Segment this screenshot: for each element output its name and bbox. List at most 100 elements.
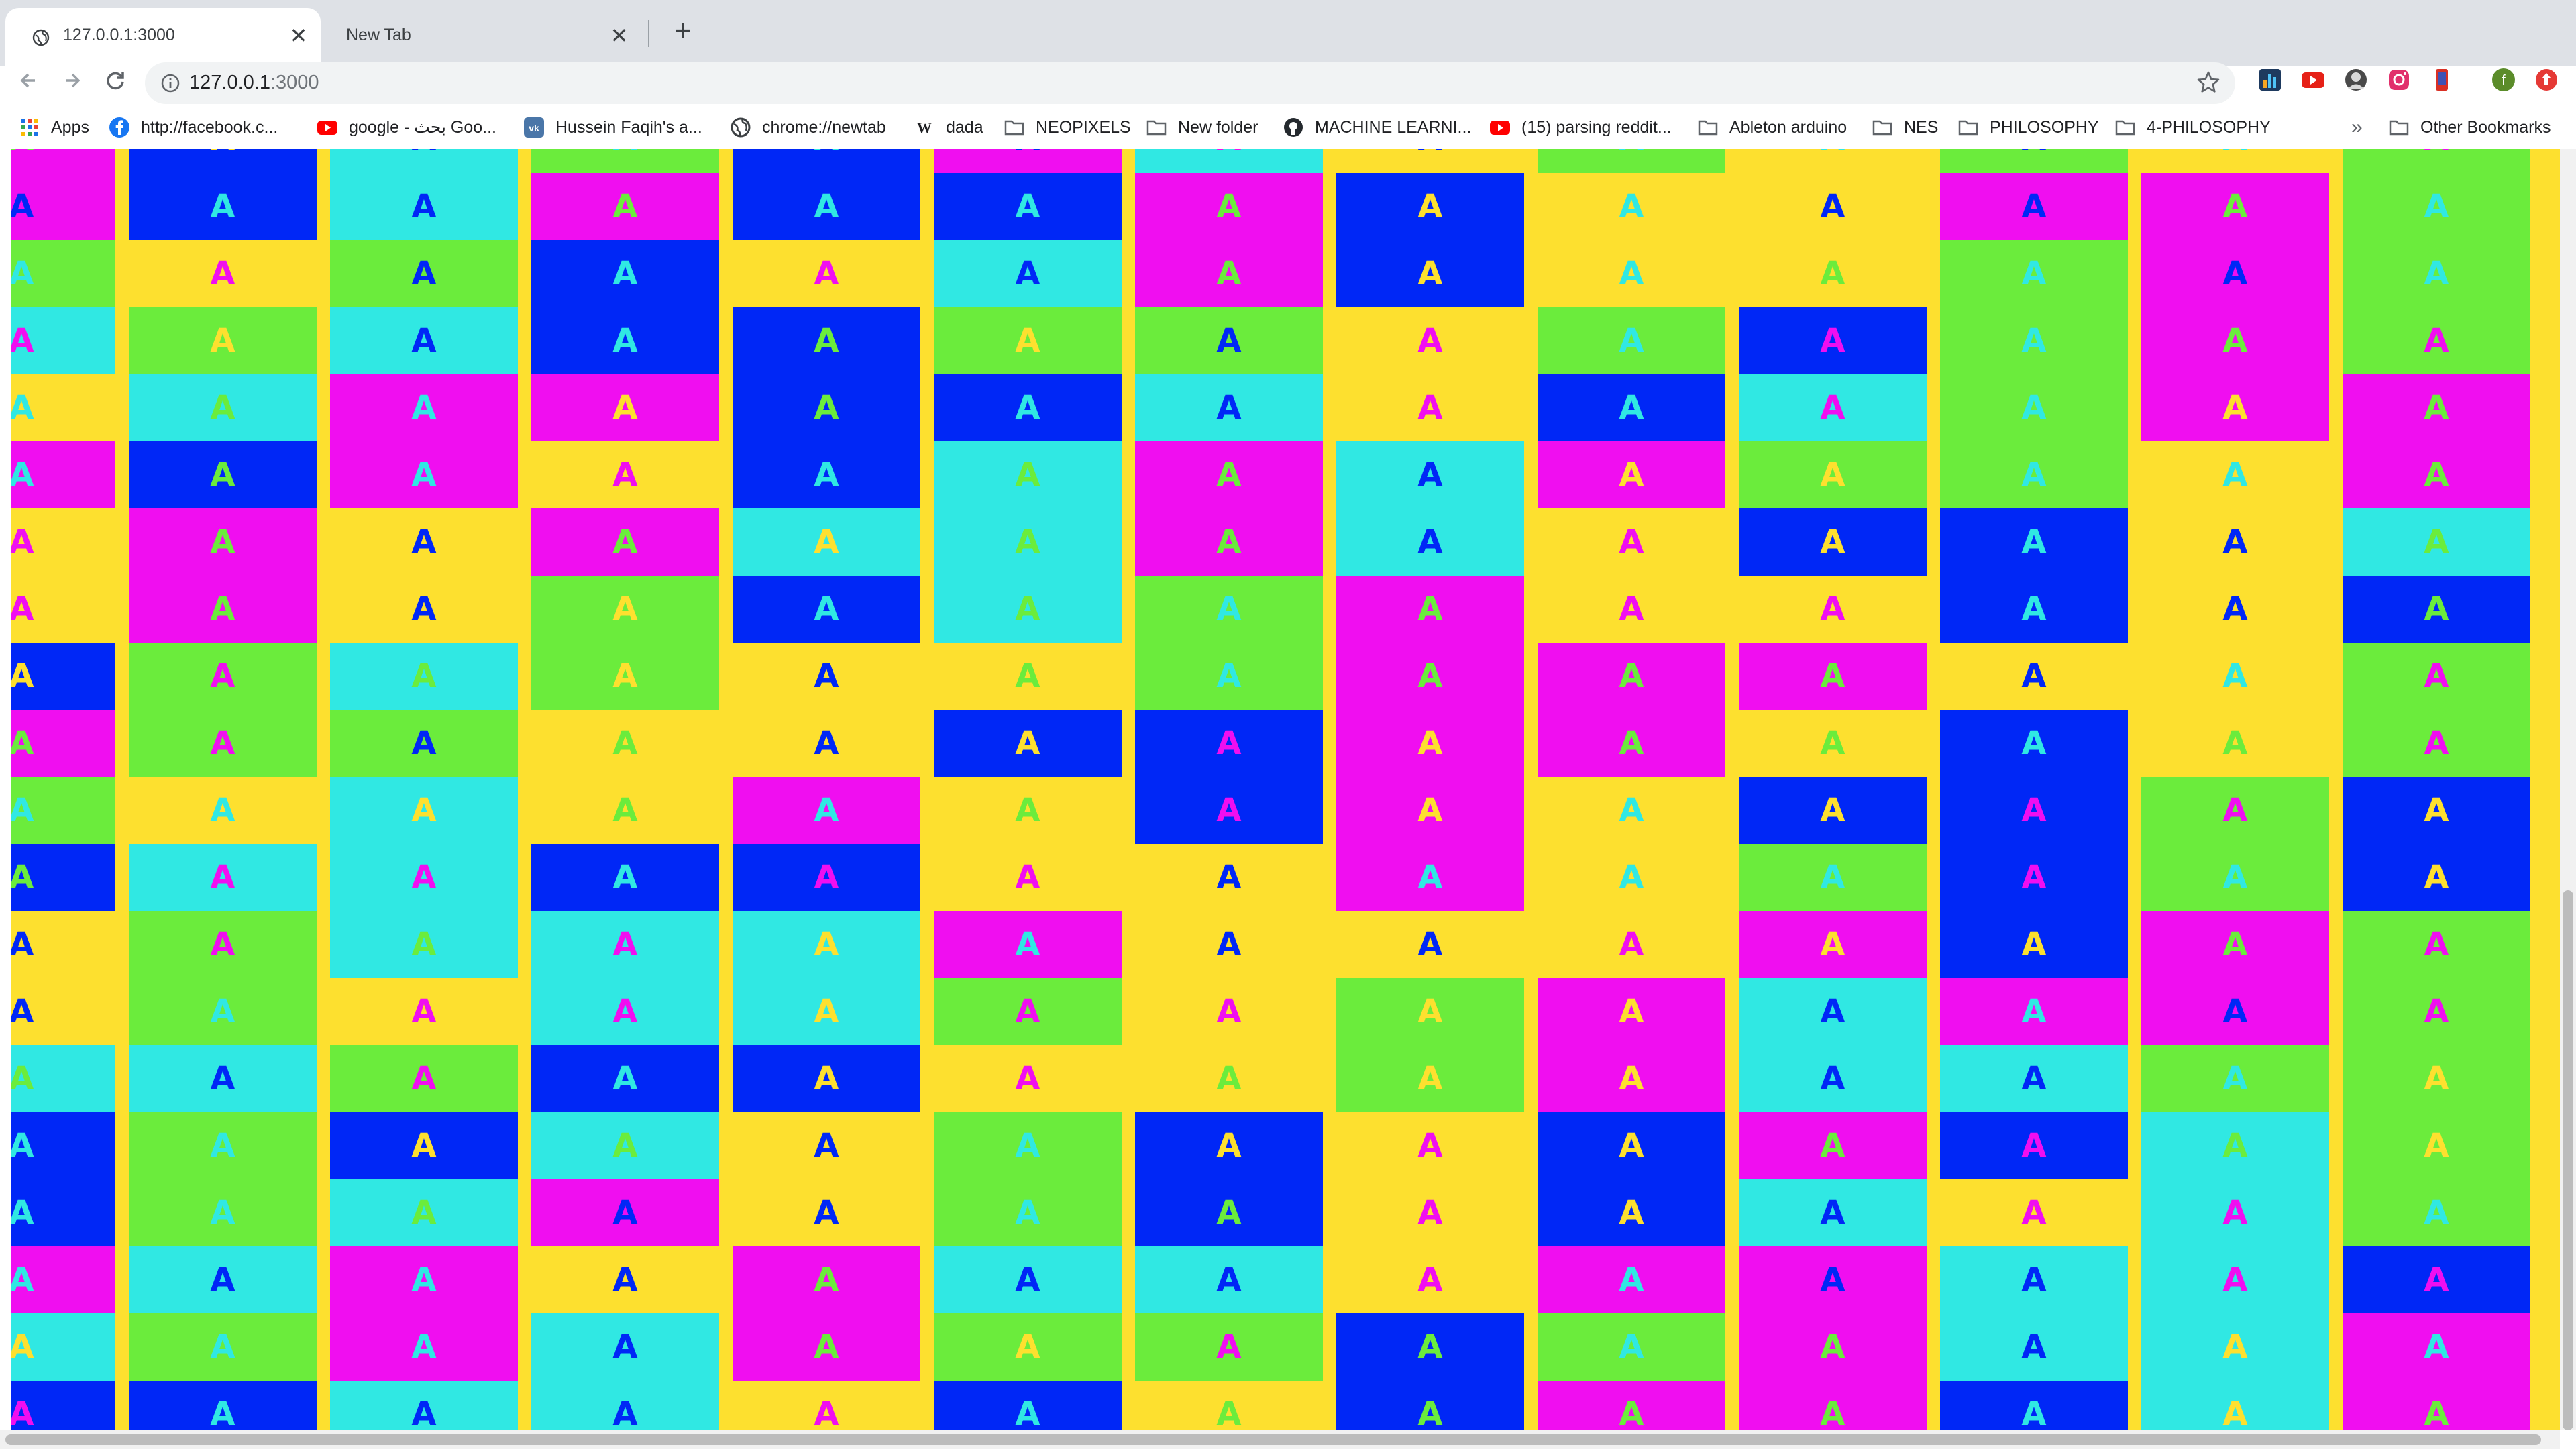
bookmark-folder-other-bookmarks[interactable]: Other Bookmarks: [2388, 114, 2551, 141]
tile-letter: A: [2424, 456, 2449, 494]
letter-tile: A: [1135, 307, 1323, 374]
bookmark-google-search[interactable]: google - بحث Goo...: [317, 114, 496, 141]
tile-letter: A: [411, 1328, 437, 1366]
tile-letter: A: [1216, 993, 1242, 1030]
bookmark-youtube-parsing-reddit[interactable]: (15) parsing reddit...: [1489, 114, 1672, 141]
tile-letter: A: [612, 188, 638, 225]
bookmark-dada[interactable]: W dada: [914, 114, 983, 141]
letter-tile: A: [11, 1246, 115, 1313]
tile-letter: A: [411, 1060, 437, 1097]
letter-tile: A: [129, 240, 317, 307]
letter-tile: A: [531, 307, 719, 374]
tile-letter: A: [814, 322, 839, 360]
bookmark-folder-philosophy[interactable]: PHILOSOPHY: [1957, 114, 2099, 141]
bookmark-label: New folder: [1178, 117, 1258, 137]
letter-tile: A: [1739, 643, 1927, 710]
tile-letter: A: [210, 255, 235, 292]
bookmark-folder-nes[interactable]: NES: [1872, 114, 1938, 141]
tile-letter: A: [1820, 724, 1845, 762]
url-host: 127.0.0.1: [189, 72, 270, 93]
bookmark-star-icon[interactable]: [2195, 69, 2222, 96]
instagram-extension-icon[interactable]: [2385, 66, 2412, 93]
bookmark-label: chrome://newtab: [762, 117, 886, 137]
close-tab-icon[interactable]: ✕: [610, 23, 629, 48]
notification-extension-icon[interactable]: [2533, 66, 2560, 93]
bar-chart-extension-icon[interactable]: [2257, 66, 2284, 93]
letter-tile: A: [2343, 1381, 2530, 1430]
bookmark-vk[interactable]: vk Hussein Faqih's a...: [523, 114, 702, 141]
tile-letter: A: [11, 523, 34, 561]
letter-tile: A: [934, 149, 1122, 173]
tile-letter: A: [612, 859, 638, 896]
tile-letter: A: [1820, 1261, 1845, 1299]
tile-letter: A: [2222, 255, 2248, 292]
letter-tile: A: [1336, 643, 1524, 710]
profile-avatar-icon[interactable]: f: [2490, 66, 2517, 93]
letter-tile: A: [1538, 911, 1725, 978]
tile-letter: A: [210, 926, 235, 963]
bookmark-folder-4-philosophy[interactable]: 4-PHILOSOPHY: [2114, 114, 2271, 141]
tab-new-tab[interactable]: New Tab ✕: [326, 8, 641, 66]
tile-letter: A: [11, 993, 34, 1030]
tile-letter: A: [411, 1194, 437, 1232]
bookmark-folder-new-folder[interactable]: New folder: [1146, 114, 1258, 141]
bookmark-apps[interactable]: Apps: [19, 114, 89, 141]
bookmark-label: Ableton arduino: [1729, 117, 1847, 137]
bookmark-folder-neopixels[interactable]: NEOPIXELS: [1004, 114, 1131, 141]
tab-active[interactable]: 127.0.0.1:3000 ✕: [5, 8, 321, 66]
bookmark-folder-ableton-arduino[interactable]: Ableton arduino: [1697, 114, 1847, 141]
letter-tile: A: [531, 374, 719, 441]
bookmark-machine-learning[interactable]: MACHINE LEARNI...: [1283, 114, 1471, 141]
tile-letter: A: [411, 859, 437, 896]
back-button[interactable]: [15, 66, 44, 95]
svg-text:vk: vk: [529, 123, 539, 133]
letter-tile: A: [1135, 1381, 1323, 1430]
tile-letter: A: [2222, 724, 2248, 762]
avatar-extension-icon[interactable]: [2343, 66, 2369, 93]
close-tab-icon[interactable]: ✕: [289, 23, 308, 48]
youtube-extension-icon[interactable]: [2300, 66, 2326, 93]
new-tab-button[interactable]: +: [674, 14, 692, 47]
bookmark-facebook[interactable]: http://facebook.c...: [109, 114, 278, 141]
reload-button[interactable]: [101, 66, 130, 95]
tile-letter: A: [1820, 188, 1845, 225]
address-bar[interactable]: 127.0.0.1:3000: [145, 62, 2235, 104]
letter-tile: A: [934, 240, 1122, 307]
letter-tile: A: [2343, 1313, 2530, 1381]
vertical-scrollbar-thumb[interactable]: [2563, 890, 2573, 1430]
tile-letter: A: [1417, 1060, 1443, 1097]
tile-letter: A: [1619, 1395, 1644, 1430]
folder-icon: [2115, 120, 2135, 136]
phone-extension-icon[interactable]: [2428, 66, 2455, 93]
tile-letter: A: [612, 792, 638, 829]
forward-button[interactable]: [58, 66, 87, 95]
tile-letter: A: [1015, 322, 1040, 360]
letter-tile: A: [1336, 911, 1524, 978]
bookmarks-overflow-button[interactable]: »: [2351, 114, 2363, 141]
horizontal-scrollbar-thumb[interactable]: [5, 1434, 2541, 1445]
letter-tile: A: [934, 978, 1122, 1045]
bookmark-newtab[interactable]: chrome://newtab: [730, 114, 886, 141]
info-icon[interactable]: [160, 72, 181, 94]
letter-tile: A: [934, 777, 1122, 844]
tile-letter: A: [1216, 724, 1242, 762]
tile-letter: A: [1417, 149, 1442, 158]
tile-letter: A: [411, 590, 437, 628]
tile-letter: A: [411, 724, 437, 762]
letter-tile: A: [934, 643, 1122, 710]
tile-letter: A: [2222, 389, 2248, 427]
letter-tile: A: [1336, 576, 1524, 643]
tile-letter: A: [1015, 926, 1040, 963]
letter-tile: A: [2141, 643, 2329, 710]
tile-letter: A: [814, 188, 839, 225]
tile-letter: A: [210, 322, 235, 360]
